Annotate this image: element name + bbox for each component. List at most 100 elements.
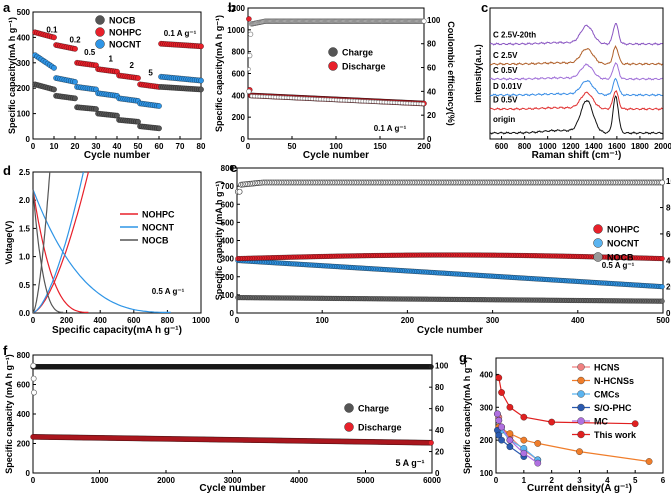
x-tick-label: 3000 [224, 476, 242, 485]
x-tick-label: 4000 [290, 476, 308, 485]
rate-annotation: 5 A g⁻¹ [395, 458, 424, 468]
legend-label: MC [594, 417, 608, 427]
y2-tick-label: 20 [435, 448, 444, 457]
x-axis-title: Cycle number [417, 325, 483, 336]
data-point [506, 403, 514, 411]
x-tick-label: 400 [571, 316, 585, 325]
y-tick-label: 2.0 [19, 196, 31, 205]
y-tick-label: 1000 [227, 26, 245, 35]
data-point [498, 389, 506, 396]
data-point [421, 18, 427, 24]
series-MC [493, 410, 542, 467]
y-tick-label: 300 [480, 403, 494, 412]
x-tick-label: 2000 [654, 142, 671, 151]
discharge-curve-NOCB [32, 189, 64, 313]
y-tick-label: 0 [241, 135, 246, 144]
y-axis-title: Voltage(V) [4, 221, 14, 265]
legend-entry: S/O-PHC [572, 403, 632, 413]
y-tick-label: 0.5 [19, 281, 31, 290]
y-tick-label: 1.0 [19, 253, 31, 262]
spectrum-C 2.5V [489, 45, 663, 66]
discharge-curve-NOHPC [32, 189, 89, 313]
y2-tick-label: 20 [427, 111, 436, 120]
data-point [520, 413, 528, 421]
data-point [520, 436, 528, 444]
y2-tick-label: 100 [666, 177, 671, 186]
data-point [428, 364, 434, 370]
x-axis-title: Current density(A g⁻¹) [527, 483, 632, 493]
legend-marker [95, 39, 105, 49]
x-tick-label: 0 [235, 316, 240, 325]
legend-marker [328, 47, 338, 57]
y-tick-label: 2.5 [19, 168, 31, 177]
data-point [506, 443, 514, 451]
legend-marker [328, 61, 338, 71]
spectrum-label: D 0.01V [493, 82, 523, 91]
rate-annotation: 0.1 A g⁻¹ [164, 29, 197, 38]
rate-annotation: 2 [129, 61, 134, 70]
legend-entry: NOCNT [593, 238, 639, 249]
y-tick-label: 400 [480, 370, 494, 379]
legend-entry: NOCB [95, 15, 136, 26]
legend-label: NOCNT [607, 239, 639, 249]
plot-frame [489, 7, 664, 140]
y2-tick-label: 20 [666, 283, 671, 292]
x-tick-label: 2000 [157, 476, 175, 485]
x-tick-label: 6000 [423, 476, 441, 485]
legend-label: S/O-PHC [594, 403, 632, 413]
y-tick-label: 200 [17, 84, 31, 93]
legend-label: NOHPC [607, 225, 640, 235]
spectrum-label: C 0.5V [493, 66, 518, 75]
data-point [493, 410, 501, 418]
y-tick-label: 1.5 [19, 224, 31, 233]
y-tick-label: 700 [221, 182, 235, 191]
panel-label: a [3, 0, 11, 15]
discharge-curve-NOCNT [32, 189, 171, 313]
data-point [421, 102, 426, 106]
data-point [51, 34, 57, 41]
x-tick-label: 5000 [357, 476, 375, 485]
panel-label: d [3, 163, 11, 178]
x-tick-label: 1200 [562, 142, 580, 151]
legend-entry: NOHPC [95, 27, 142, 38]
x-tick-label: 6 [661, 476, 666, 485]
x-tick-label: 4 [605, 476, 610, 485]
legend-entry: NOHPC [593, 224, 640, 235]
x-tick-label: 150 [373, 142, 387, 151]
data-point [659, 284, 665, 290]
y-tick-label: 200 [480, 436, 494, 445]
x-tick-label: 200 [417, 142, 431, 151]
x-tick-label: 10 [50, 142, 59, 151]
series-NOHPC [32, 29, 204, 90]
legend-entry: NOCNT [95, 39, 141, 50]
y2-tick-label: 0 [435, 469, 440, 478]
y-tick-label: 800 [221, 164, 235, 173]
series-This work [495, 374, 639, 428]
y2-tick-label: 80 [666, 204, 671, 213]
data-point [631, 420, 639, 428]
x-axis-title: Specific capacity(mA h g⁻¹) [52, 325, 182, 336]
y2-tick-label: 80 [435, 383, 444, 392]
x-tick-label: 600 [495, 142, 509, 151]
legend-label: Discharge [358, 423, 402, 433]
y-axis-title: Specific capacity(mA h g⁻¹) [462, 357, 472, 474]
x-tick-label: 200 [60, 316, 74, 325]
y-tick-label: 0.0 [19, 309, 31, 318]
spectrum-D 0.5V [489, 90, 663, 111]
x-tick-label: 0 [31, 476, 36, 485]
legend-marker [593, 252, 603, 262]
data-point [246, 67, 251, 72]
x-tick-label: 3 [577, 476, 582, 485]
y2-tick-label: 60 [435, 405, 444, 414]
panel-g: 0 1 2 3 4 5 6 100 200 300 400 g Current density(A g⁻… [459, 350, 666, 493]
x-tick-label: 30 [92, 142, 101, 151]
y2-tick-label: 40 [666, 256, 671, 265]
y-axis-title: Specific capacity (mA h g⁻¹) [214, 181, 224, 300]
plot-frame [32, 354, 433, 474]
legend-entry: NOCB [593, 252, 634, 263]
y-axis-title: Specific capacity (mA h g⁻¹) [4, 354, 14, 473]
x-tick-label: 5 [633, 476, 638, 485]
x-tick-label: 1400 [585, 142, 603, 151]
legend-marker [593, 224, 603, 234]
